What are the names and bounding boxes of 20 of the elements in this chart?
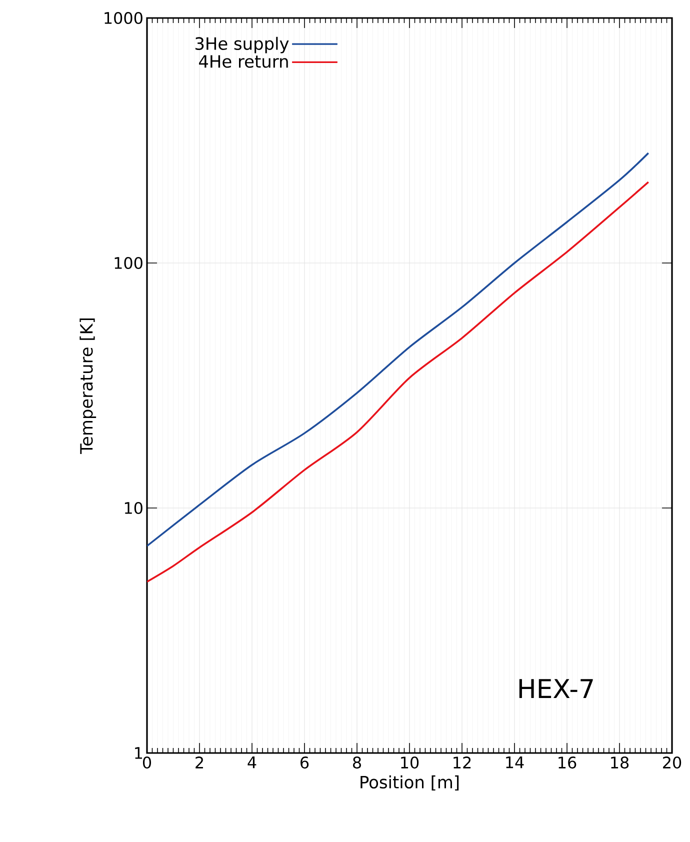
- y-tick-label: 100: [114, 256, 142, 270]
- x-tick-label: 10: [401, 756, 419, 769]
- x-tick-label: 8: [353, 756, 361, 769]
- x-tick-label: 4: [248, 756, 256, 768]
- x-tick-label: 16: [558, 756, 576, 769]
- x-tick-label: 14: [506, 756, 524, 768]
- x-tick-label: 0: [142, 756, 152, 769]
- x-tick-label: 18: [611, 756, 629, 769]
- x-tick-label: 2: [196, 756, 203, 768]
- annotation: HEX-7: [519, 679, 593, 698]
- x-tick-label: 6: [300, 756, 309, 769]
- y-axis-title: Temperature [K]: [80, 318, 96, 454]
- y-tick-label: 1: [135, 747, 142, 759]
- x-tick-label: 12: [454, 756, 471, 768]
- x-tick-label: 20: [663, 756, 682, 769]
- x-axis-title: Position [m]: [360, 775, 459, 791]
- legend-label: 3He supply: [195, 36, 289, 54]
- legend-label: 4He return: [199, 55, 288, 68]
- y-tick-label: 1000: [104, 12, 142, 24]
- y-tick-label: 10: [124, 502, 142, 514]
